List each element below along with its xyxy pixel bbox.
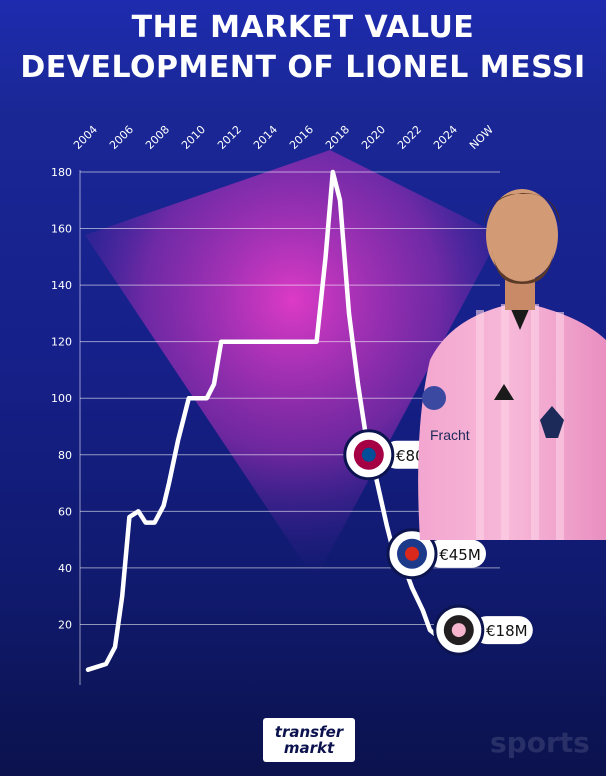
value-label-text: €18M (486, 622, 528, 640)
x-tick-label: 2022 (395, 123, 424, 152)
market-value-line (85, 169, 472, 672)
x-tick-label: 2018 (323, 123, 352, 152)
value-label-text: €45M (439, 546, 481, 564)
brand-line-2: markt (283, 739, 335, 757)
title-line-1: THE MARKET VALUE (131, 10, 475, 45)
x-tick-label: 2004 (71, 123, 100, 152)
value-label-pill (426, 539, 486, 568)
y-tick-label: 60 (58, 505, 72, 518)
y-tick-label: 120 (51, 336, 72, 349)
x-tick-label: 2020 (359, 123, 388, 152)
x-tick-label: 2010 (179, 123, 208, 152)
badge-core (451, 623, 466, 638)
badge-core (405, 546, 419, 561)
x-tick-label: NOW (467, 123, 496, 152)
x-tick-label: 2016 (287, 123, 316, 152)
y-tick-label: 140 (51, 279, 72, 292)
x-tick-label: 2012 (215, 123, 244, 152)
y-tick-label: 100 (51, 392, 72, 405)
x-tick-label: 2014 (251, 123, 280, 152)
x-tick-label: 2006 (107, 123, 136, 152)
x-tick-label: 2008 (143, 123, 172, 152)
value-label-pill (472, 616, 533, 645)
y-tick-label: 40 (58, 562, 72, 575)
player-photo: Fracht (418, 189, 606, 540)
badge-core (361, 447, 376, 462)
x-tick-label: 2024 (431, 123, 460, 152)
y-tick-label: 80 (58, 449, 72, 462)
y-tick-label: 160 (51, 223, 72, 236)
brand-line-1: transfer (274, 723, 344, 741)
transfermarkt-logo: transfer markt (263, 718, 355, 762)
y-tick-label: 20 (58, 618, 72, 631)
title-line-2: DEVELOPMENT OF LIONEL MESSI (20, 50, 586, 85)
y-tick-label: 180 (51, 166, 72, 179)
watermark-text: sports (490, 726, 590, 759)
chart-title: THE MARKET VALUE DEVELOPMENT OF LIONEL M… (0, 8, 606, 88)
svg-text:Fracht: Fracht (430, 427, 470, 443)
